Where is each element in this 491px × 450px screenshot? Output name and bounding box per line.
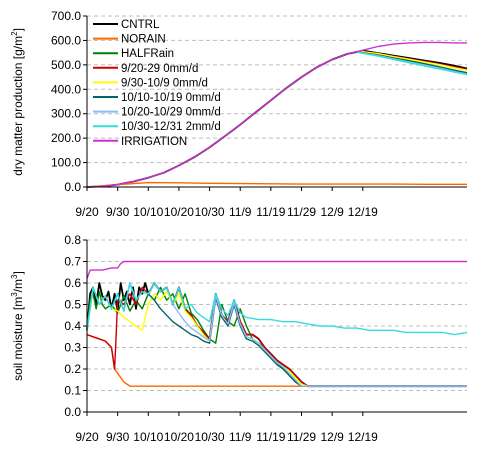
x-tick-label-top: 10/10 [133, 205, 163, 219]
x-tick-label-top: 11/29 [287, 205, 316, 219]
y-tick-label-top: 300.0 [51, 107, 81, 121]
legend-label-norain: NORAIN [121, 34, 166, 46]
y-tick-label-top: 700.0 [51, 9, 81, 23]
legend-label-halfrain: HALFRain [121, 48, 174, 60]
x-ticks-bottom: 9/20 9/30 10/10 10/20 10/30 11/9 11/19 11/29 12/… [75, 412, 378, 444]
x-tick-label-bot: 10/20 [164, 430, 194, 444]
x-tick-label-top: 10/20 [164, 205, 194, 219]
series-line-10-30-12-31-2mm-d-top [356, 51, 468, 76]
y-tick-label-top: 500.0 [51, 58, 81, 72]
chart-soil-moisture: 0.0 0.1 0.2 0.3 0.4 0.5 0.6 0.7 0.8 9/20 9/30 10/1… [10, 233, 468, 444]
y-tick-label-bot: 0.4 [64, 319, 81, 333]
y-tick-label-bot: 0.7 [64, 255, 81, 269]
grid-top [87, 15, 467, 164]
x-tick-label-bot: 10/30 [195, 430, 225, 444]
series-line-norain-top [86, 181, 467, 188]
y-tick-label-bot: 0.1 [64, 384, 81, 398]
axes-top [86, 16, 467, 188]
series-line-irrigation-bot [86, 260, 467, 279]
y-tick-label-bot: 0.3 [64, 341, 81, 355]
legend-label-9-20-29-0mm-d: 9/20-29 0mm/d [121, 63, 198, 75]
x-tick-label-bot: 10/10 [133, 430, 163, 444]
x-tick-label-bot: 12/19 [348, 430, 378, 444]
series-top [86, 41, 468, 188]
x-tick-label-top: 10/30 [195, 205, 225, 219]
x-tick-label-bot: 9/20 [75, 430, 99, 444]
y-tick-label-top: 600.0 [51, 33, 81, 47]
x-tick-label-bot: 11/9 [229, 430, 252, 444]
plot-area-top [87, 16, 467, 187]
x-tick-label-bot: 11/19 [256, 430, 285, 444]
x-tick-label-bot: 12/9 [320, 430, 344, 444]
y-tick-label-bot: 0.6 [64, 276, 81, 290]
y-tick-label-bot: 0.2 [64, 362, 81, 376]
chart-dry-matter: 0.0 100.0 200.0 300.0 400.0 500.0 600.0 700.0 9… [10, 9, 468, 219]
legend: CNTRL NORAIN HALFRain 9/20-29 0mm/d 9/30-10/… [93, 19, 221, 148]
legend-label-cntrl: CNTRL [121, 19, 160, 31]
legend-label-10-20-10-29-0mm-d: 10/20-10/29 0mm/d [121, 107, 221, 119]
y-tick-label-bot: 0.5 [64, 298, 81, 312]
y-axis-label-top: dry matter production [g/m2] [10, 28, 25, 176]
series-bottom [86, 260, 468, 388]
y-axis-label-bottom: soil moisture [m3/m3] [10, 271, 25, 381]
x-tick-label-top: 9/20 [75, 205, 99, 219]
legend-label-10-30-12-31-2mm-d: 10/30-12/31 2mm/d [121, 121, 221, 133]
y-tick-label-top: 100.0 [51, 156, 81, 170]
series-line-10-30-12-31-2mm-d-bot [86, 282, 468, 336]
y-tick-label-top: 200.0 [51, 131, 81, 145]
y-tick-label-bot: 0.8 [64, 233, 81, 247]
x-tick-label-top: 11/19 [256, 205, 285, 219]
series-line-9-30-10-9-0mm-d-top [356, 50, 468, 71]
x-ticks-top: 9/20 9/30 10/10 10/20 10/30 11/9 11/19 11/29 12/… [75, 187, 378, 219]
y-ticks-top: 0.0 100.0 200.0 300.0 400.0 500.0 600.0 700.0 [51, 9, 87, 194]
legend-label-9-30-10-9-0mm-d: 9/30-10/9 0mm/d [121, 77, 208, 89]
x-tick-label-top: 11/9 [229, 205, 252, 219]
legend-label-10-10-10-19-0mm-d: 10/10-10/19 0mm/d [121, 92, 221, 104]
x-tick-label-top: 12/19 [348, 205, 378, 219]
y-tick-label-top: 0.0 [64, 180, 81, 194]
x-tick-label-bot: 9/30 [106, 430, 130, 444]
series-line-irrigation-top [86, 41, 467, 188]
legend-label-irrigation: IRRIGATION [121, 136, 187, 148]
x-tick-label-top: 9/30 [106, 205, 130, 219]
x-tick-label-top: 12/9 [320, 205, 344, 219]
x-tick-label-bot: 11/29 [287, 430, 316, 444]
y-ticks-bottom: 0.0 0.1 0.2 0.3 0.4 0.5 0.6 0.7 0.8 [64, 233, 87, 419]
y-tick-label-bot: 0.0 [64, 405, 81, 419]
y-tick-label-top: 400.0 [51, 82, 81, 96]
